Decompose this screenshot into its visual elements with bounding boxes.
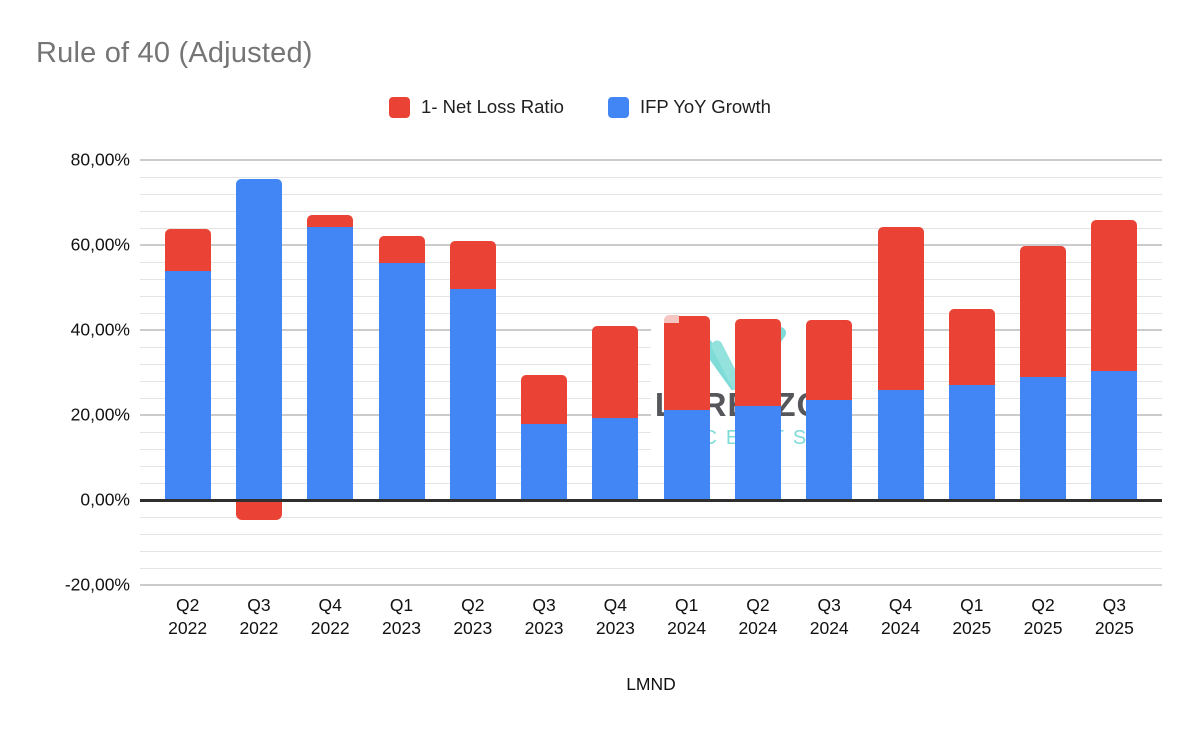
bar-segment-ifp-yoy-growth[interactable] <box>948 384 995 501</box>
gridline-minor <box>140 312 1162 314</box>
gridline-major <box>140 159 1162 162</box>
x-axis-category-label: Q2 2022 <box>168 595 208 638</box>
gridline-minor <box>140 465 1162 467</box>
y-axis-tick-label: 0,00% <box>80 489 130 510</box>
y-axis-tick-label: 60,00% <box>70 234 130 255</box>
gridline-major <box>140 244 1162 247</box>
bar-segment-net-loss-ratio[interactable] <box>663 316 710 410</box>
bar-segment-net-loss-ratio[interactable] <box>449 241 496 290</box>
x-axis-category-label: Q4 2023 <box>595 595 635 638</box>
bar-segment-net-loss-ratio[interactable] <box>734 318 781 407</box>
y-axis-tick-label: -20,00% <box>64 574 130 595</box>
x-axis-category-label: Q2 2025 <box>1023 595 1063 638</box>
x-axis-category-label: Q3 2022 <box>239 595 279 638</box>
bar-segment-net-loss-ratio[interactable] <box>806 319 853 401</box>
bar-segment-net-loss-ratio[interactable] <box>877 227 924 390</box>
y-axis-tick-label: 40,00% <box>70 319 130 340</box>
gridline-minor <box>140 567 1162 569</box>
gridline-minor <box>140 227 1162 229</box>
legend-item-ifp-yoy-growth[interactable]: IFP YoY Growth <box>607 96 771 118</box>
x-axis-category-label: Q3 2025 <box>1094 595 1134 638</box>
bar-segment-net-loss-ratio[interactable] <box>1020 246 1067 378</box>
ifp-yoy-growth-swatch-icon <box>607 96 629 118</box>
gridline-minor <box>140 176 1162 178</box>
bar-segment-ifp-yoy-growth[interactable] <box>449 289 496 501</box>
bar-segment-ifp-yoy-growth[interactable] <box>592 417 639 501</box>
x-axis-title: LMND <box>626 674 676 694</box>
bar-segment-ifp-yoy-growth[interactable] <box>235 179 282 501</box>
gridline-minor <box>140 533 1162 535</box>
bar-segment-ifp-yoy-growth[interactable] <box>1020 377 1067 501</box>
bar-segment-ifp-yoy-growth[interactable] <box>806 400 853 501</box>
page-title: Rule of 40 (Adjusted) <box>36 37 313 69</box>
bar-segment-ifp-yoy-growth[interactable] <box>734 406 781 501</box>
bar-artifact-patch <box>663 315 679 324</box>
x-axis-category-label: Q2 2023 <box>453 595 493 638</box>
bar-segment-net-loss-ratio[interactable] <box>1091 219 1138 372</box>
gridline-minor <box>140 261 1162 263</box>
x-axis-category-label: Q2 2024 <box>738 595 778 638</box>
x-axis-category-label: Q3 2023 <box>524 595 564 638</box>
bar-segment-net-loss-ratio[interactable] <box>235 500 282 520</box>
bar-segment-ifp-yoy-growth[interactable] <box>663 409 710 501</box>
bar-segment-net-loss-ratio[interactable] <box>592 325 639 418</box>
bar-segment-ifp-yoy-growth[interactable] <box>521 423 568 501</box>
x-axis-category-label: Q1 2024 <box>667 595 707 638</box>
bar-segment-ifp-yoy-growth[interactable] <box>378 263 425 501</box>
bar-segment-ifp-yoy-growth[interactable] <box>164 270 211 501</box>
x-axis-category-label: Q4 2024 <box>881 595 920 638</box>
gridline-minor <box>140 210 1162 212</box>
bar-segment-net-loss-ratio[interactable] <box>521 374 568 424</box>
legend-label: 1- Net Loss Ratio <box>421 96 564 117</box>
bar-segment-net-loss-ratio[interactable] <box>164 229 211 271</box>
gridline-minor <box>140 550 1162 552</box>
legend: 1- Net Loss Ratio IFP YoY Growth <box>0 96 1160 118</box>
y-axis-tick-label: 20,00% <box>70 404 130 425</box>
plot-area: LORENZO 2 CENTS <box>140 150 1162 586</box>
legend-item-net-loss-ratio[interactable]: 1- Net Loss Ratio <box>389 96 564 118</box>
gridline-major <box>140 584 1162 586</box>
bar-segment-ifp-yoy-growth[interactable] <box>307 226 354 501</box>
zero-axis-line <box>140 498 1162 502</box>
x-axis-category-label: Q4 2022 <box>310 595 350 638</box>
bar-segment-net-loss-ratio[interactable] <box>307 215 354 227</box>
bar-segment-ifp-yoy-growth[interactable] <box>877 389 924 501</box>
y-axis-tick-label: 80,00% <box>70 149 130 170</box>
legend-label: IFP YoY Growth <box>639 96 771 117</box>
x-axis-category-label: Q1 2023 <box>382 595 421 638</box>
bar-segment-net-loss-ratio[interactable] <box>948 309 995 385</box>
gridline-minor <box>140 482 1162 484</box>
bar-segment-net-loss-ratio[interactable] <box>378 235 425 264</box>
gridline-minor <box>140 516 1162 518</box>
gridline-minor <box>140 295 1162 297</box>
gridline-minor <box>140 278 1162 280</box>
gridline-minor <box>140 193 1162 195</box>
net-loss-ratio-swatch-icon <box>389 96 411 118</box>
x-axis-category-label: Q1 2025 <box>952 595 992 638</box>
bar-segment-ifp-yoy-growth[interactable] <box>1091 371 1138 501</box>
x-axis-category-label: Q3 2024 <box>809 595 849 638</box>
